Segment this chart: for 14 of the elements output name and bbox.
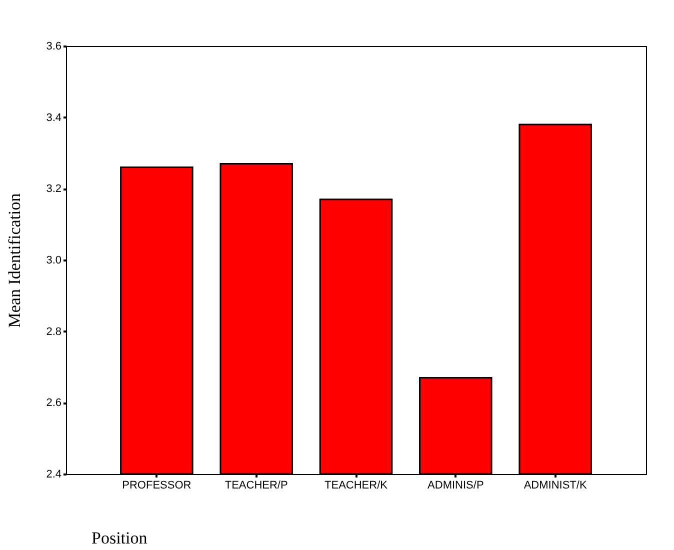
x-tick-label: TEACHER/P: [224, 480, 288, 492]
y-tick-label: 3.4: [46, 112, 62, 124]
x-axis-title: Position: [92, 528, 148, 548]
y-tick-label: 3.6: [46, 40, 62, 52]
x-tick-label: ADMINIST/K: [524, 480, 588, 492]
y-axis-title: Mean Identification: [5, 192, 24, 328]
x-tick-label: PROFESSOR: [122, 480, 192, 492]
x-tick-label: TEACHER/K: [324, 480, 388, 492]
y-tick-label: 3.0: [46, 254, 62, 266]
y-tick-label: 2.4: [46, 468, 62, 480]
y-tick-label: 2.8: [46, 326, 62, 338]
y-tick-label: 2.6: [46, 397, 62, 410]
x-tick-label: ADMINIS/P: [428, 480, 484, 492]
y-tick-label: 3.2: [46, 183, 62, 196]
